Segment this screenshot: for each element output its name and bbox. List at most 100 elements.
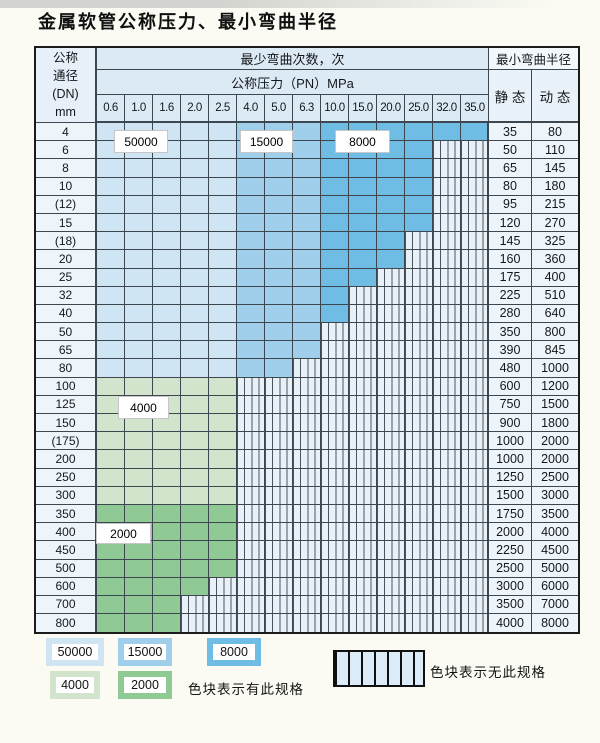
no-spec-cell <box>237 395 265 414</box>
spec-cell <box>181 559 209 578</box>
no-spec-cell <box>377 523 405 542</box>
spec-cell <box>237 323 265 342</box>
spec-cell <box>153 614 181 633</box>
static-radius-cell: 3000 <box>489 577 532 596</box>
spec-cell <box>125 304 153 324</box>
spec-cell <box>349 195 377 214</box>
spec-cell <box>265 286 293 305</box>
no-spec-cell <box>265 541 293 560</box>
no-spec-cell <box>377 432 405 451</box>
dynamic-radius-cell: 4500 <box>532 541 578 560</box>
spec-cell <box>181 523 209 542</box>
static-radius-cell: 1250 <box>489 468 532 487</box>
spec-cell <box>125 195 153 214</box>
dn-cell: 32 <box>36 286 97 305</box>
no-spec-cell <box>433 159 461 178</box>
no-spec-cell <box>433 195 461 214</box>
spec-cell <box>237 268 265 287</box>
spec-cell <box>209 395 237 414</box>
dynamic-radius-cell: 8000 <box>532 614 578 633</box>
no-spec-cell <box>321 468 349 487</box>
no-spec-cell <box>405 250 433 269</box>
spec-cell <box>181 468 209 487</box>
no-spec-cell <box>433 377 461 396</box>
no-spec-cell <box>237 595 265 615</box>
no-spec-cell <box>209 577 237 596</box>
no-spec-cell <box>461 559 489 578</box>
no-spec-cell <box>321 359 349 378</box>
no-spec-cell <box>377 359 405 378</box>
dynamic-radius-cell: 360 <box>532 250 578 269</box>
spec-cell <box>321 195 349 214</box>
no-spec-cell <box>237 377 265 396</box>
dynamic-radius-cell: 800 <box>532 323 578 342</box>
spec-cell <box>97 359 125 378</box>
spec-cell <box>405 213 433 233</box>
no-spec-cell <box>461 195 489 214</box>
no-spec-cell <box>433 304 461 324</box>
no-spec-cell <box>433 268 461 287</box>
dn-header-line: 公称 <box>52 50 78 65</box>
dn-cell: 20 <box>36 250 97 269</box>
spec-cell <box>125 232 153 251</box>
static-radius-cell: 2000 <box>489 523 532 542</box>
no-spec-cell <box>461 614 489 633</box>
spec-cell <box>293 250 321 269</box>
no-spec-cell <box>293 395 321 414</box>
spec-cell <box>405 141 433 160</box>
dn-cell: 700 <box>36 595 97 615</box>
no-spec-cell <box>377 577 405 596</box>
legend-swatch-50000: 50000 <box>46 638 104 666</box>
spec-cell <box>181 159 209 178</box>
no-spec-cell <box>461 304 489 324</box>
spec-cell <box>97 559 125 578</box>
dynamic-radius-cell: 270 <box>532 213 578 233</box>
spec-cell <box>181 177 209 196</box>
no-spec-cell <box>377 541 405 560</box>
no-spec-cell <box>433 595 461 615</box>
spec-cell <box>97 159 125 178</box>
spec-cell <box>209 213 237 233</box>
no-spec-cell <box>433 414 461 433</box>
spec-cell <box>97 541 125 560</box>
no-spec-cell <box>377 468 405 487</box>
no-spec-cell <box>433 523 461 542</box>
dn-cell: 150 <box>36 414 97 433</box>
dn-cell: 40 <box>36 304 97 324</box>
spec-cell <box>97 450 125 469</box>
spec-cell <box>209 141 237 160</box>
no-spec-cell <box>405 232 433 251</box>
spec-cell <box>349 250 377 269</box>
spec-cell <box>209 341 237 360</box>
no-spec-cell <box>181 614 209 633</box>
no-spec-cell <box>433 432 461 451</box>
static-radius-cell: 4000 <box>489 614 532 633</box>
no-spec-cell <box>349 395 377 414</box>
no-spec-cell <box>461 159 489 178</box>
spec-cell <box>237 250 265 269</box>
spec-cell <box>293 268 321 287</box>
no-spec-cell <box>181 595 209 615</box>
static-column-header: 静 态 <box>488 70 532 123</box>
no-spec-cell <box>433 341 461 360</box>
static-radius-cell: 1500 <box>489 486 532 505</box>
dn-cell: (12) <box>36 195 97 214</box>
no-spec-cell <box>405 577 433 596</box>
spec-cell <box>125 213 153 233</box>
spec-cell <box>265 250 293 269</box>
no-spec-cell <box>461 359 489 378</box>
spec-cell <box>237 286 265 305</box>
dn-cell: 500 <box>36 559 97 578</box>
no-spec-cell <box>237 577 265 596</box>
no-spec-cell <box>321 323 349 342</box>
no-spec-cell <box>321 559 349 578</box>
no-spec-cell <box>237 523 265 542</box>
pressure-tick: 6.3 <box>293 95 321 123</box>
spec-cell <box>265 359 293 378</box>
dynamic-radius-cell: 110 <box>532 141 578 160</box>
dn-header-line: mm <box>55 105 76 120</box>
dynamic-radius-cell: 400 <box>532 268 578 287</box>
dynamic-radius-cell: 5000 <box>532 559 578 578</box>
dn-cell: 450 <box>36 541 97 560</box>
spec-cell <box>153 341 181 360</box>
